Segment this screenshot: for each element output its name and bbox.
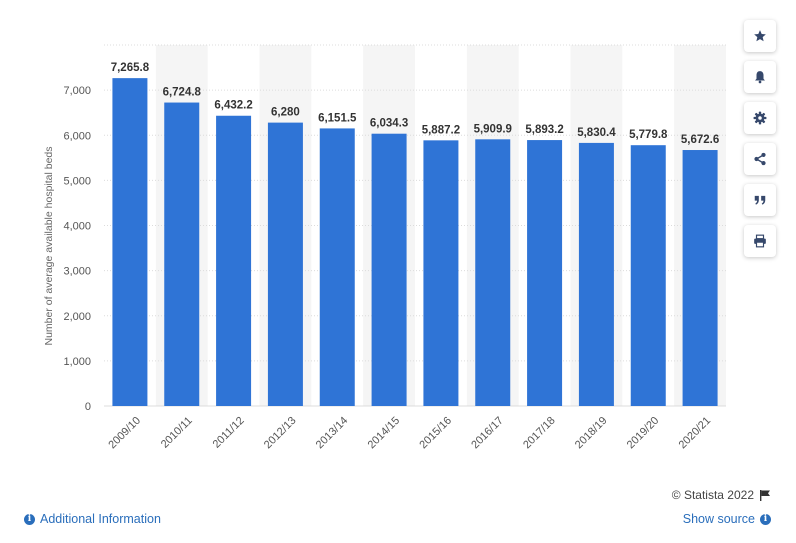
bar[interactable] (578, 142, 614, 406)
y-tick-label: 2,000 (63, 311, 91, 323)
print-icon (754, 234, 766, 248)
settings-button[interactable] (744, 102, 776, 134)
x-tick-label: 2017/18 (521, 415, 558, 452)
x-tick-label: 2016/17 (469, 415, 506, 452)
bars (112, 78, 718, 407)
x-axis-ticks: 2009/10 2010/11 2011/12 2012/13 2013/14 2014/… (106, 415, 713, 452)
additional-information-label: Additional Information (40, 512, 161, 526)
bar[interactable] (682, 150, 718, 406)
bar-value-label: 5,830.4 (577, 127, 616, 139)
y-tick-label: 0 (85, 401, 91, 413)
gear-icon (753, 111, 767, 125)
x-tick-label: 2011/12 (211, 415, 247, 451)
x-tick-label: 2020/21 (677, 415, 714, 452)
bar[interactable] (527, 140, 563, 407)
bar[interactable] (216, 115, 252, 406)
bar-value-label: 7,265.8 (111, 62, 150, 74)
copyright-notice: © Statista 2022 (672, 488, 771, 502)
show-source-label: Show source (682, 512, 755, 526)
x-tick-label: 2013/14 (314, 415, 351, 452)
additional-information-link[interactable]: i Additional Information (24, 512, 161, 526)
bar[interactable] (423, 140, 459, 407)
share-icon (754, 152, 766, 166)
y-tick-label: 1,000 (63, 356, 91, 368)
bar-value-label: 5,893.2 (525, 124, 563, 136)
side-toolbar (744, 20, 776, 257)
x-tick-label: 2015/16 (417, 415, 454, 452)
bar[interactable] (630, 145, 666, 406)
share-button[interactable] (744, 143, 776, 175)
flag-icon (760, 490, 770, 501)
x-tick-label: 2019/20 (625, 415, 662, 452)
bar[interactable] (319, 128, 355, 406)
copyright-text: © Statista 2022 (671, 488, 754, 502)
y-tick-label: 6,000 (63, 130, 91, 142)
info-icon: i (24, 513, 35, 525)
x-tick-label: 2010/11 (159, 415, 195, 451)
bar[interactable] (267, 122, 303, 407)
bar-value-label: 6,724.8 (163, 87, 202, 99)
print-button[interactable] (744, 225, 776, 257)
bar-value-label: 6,151.5 (318, 112, 357, 124)
bar-value-label: 6,432.2 (214, 100, 252, 112)
bar-value-label: 5,887.2 (422, 124, 460, 136)
bar-value-label: 6,280 (271, 107, 300, 119)
info-icon: i (760, 513, 771, 525)
favorite-button[interactable] (744, 20, 776, 52)
bar-value-label: 5,779.8 (629, 129, 668, 141)
bar[interactable] (112, 78, 148, 407)
star-icon (754, 30, 766, 42)
bar-value-label: 5,909.9 (474, 123, 512, 135)
y-tick-label: 7,000 (63, 85, 91, 97)
cite-button[interactable] (744, 184, 776, 216)
bar[interactable] (164, 102, 200, 407)
y-axis-label: Number of average available hospital bed… (43, 146, 55, 345)
x-tick-label: 2012/13 (262, 415, 299, 452)
y-axis-ticks: 0 1,000 2,000 3,000 4,000 5,000 6,000 7,000 (63, 85, 91, 413)
bar[interactable] (475, 139, 511, 406)
y-tick-label: 5,000 (63, 175, 91, 187)
x-tick-label: 2009/10 (106, 415, 143, 452)
bar[interactable] (371, 133, 407, 406)
x-tick-label: 2018/19 (573, 415, 610, 452)
notification-button[interactable] (744, 61, 776, 93)
bar-value-label: 5,672.6 (681, 134, 719, 146)
bar-value-labels: 7,265.8 6,724.8 6,432.2 6,280 6,151.5 6,034.3… (111, 62, 720, 146)
bar-value-label: 6,034.3 (370, 118, 408, 130)
quote-icon (754, 195, 766, 205)
show-source-link[interactable]: Show source i (683, 512, 771, 526)
y-tick-label: 4,000 (63, 221, 91, 233)
x-tick-label: 2014/15 (366, 415, 403, 452)
gridlines (104, 44, 726, 407)
bell-icon (755, 71, 765, 84)
y-tick-label: 3,000 (63, 266, 91, 278)
